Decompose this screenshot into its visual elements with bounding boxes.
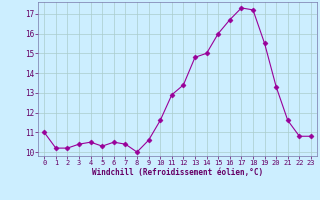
X-axis label: Windchill (Refroidissement éolien,°C): Windchill (Refroidissement éolien,°C) (92, 168, 263, 177)
